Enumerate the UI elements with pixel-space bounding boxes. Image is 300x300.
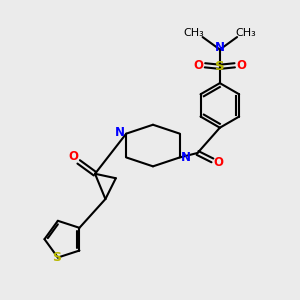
Text: N: N (181, 151, 191, 164)
Text: O: O (68, 150, 78, 163)
Text: CH₃: CH₃ (183, 28, 204, 38)
Text: CH₃: CH₃ (236, 28, 256, 38)
Text: N: N (115, 126, 125, 139)
Text: O: O (194, 59, 203, 72)
Text: N: N (215, 41, 225, 54)
Text: O: O (236, 59, 246, 72)
Text: S: S (52, 251, 61, 264)
Text: S: S (215, 60, 225, 73)
Text: O: O (213, 156, 224, 169)
